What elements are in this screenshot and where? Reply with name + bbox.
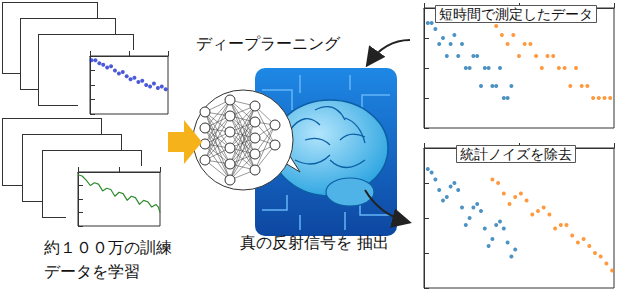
html-text:ディープラーニング: ディープラーニング — [196, 34, 340, 53]
svg-text:統計ノイズを除去: 統計ノイズを除去 — [460, 146, 572, 162]
html-text:真の反射信号を 抽出: 真の反射信号を 抽出 — [240, 233, 390, 252]
html-text:データを学習: データを学習 — [44, 262, 140, 281]
svg-text:短時間で測定したデータ: 短時間で測定したデータ — [439, 6, 593, 22]
html-text:約１００万の訓練: 約１００万の訓練 — [44, 238, 172, 257]
